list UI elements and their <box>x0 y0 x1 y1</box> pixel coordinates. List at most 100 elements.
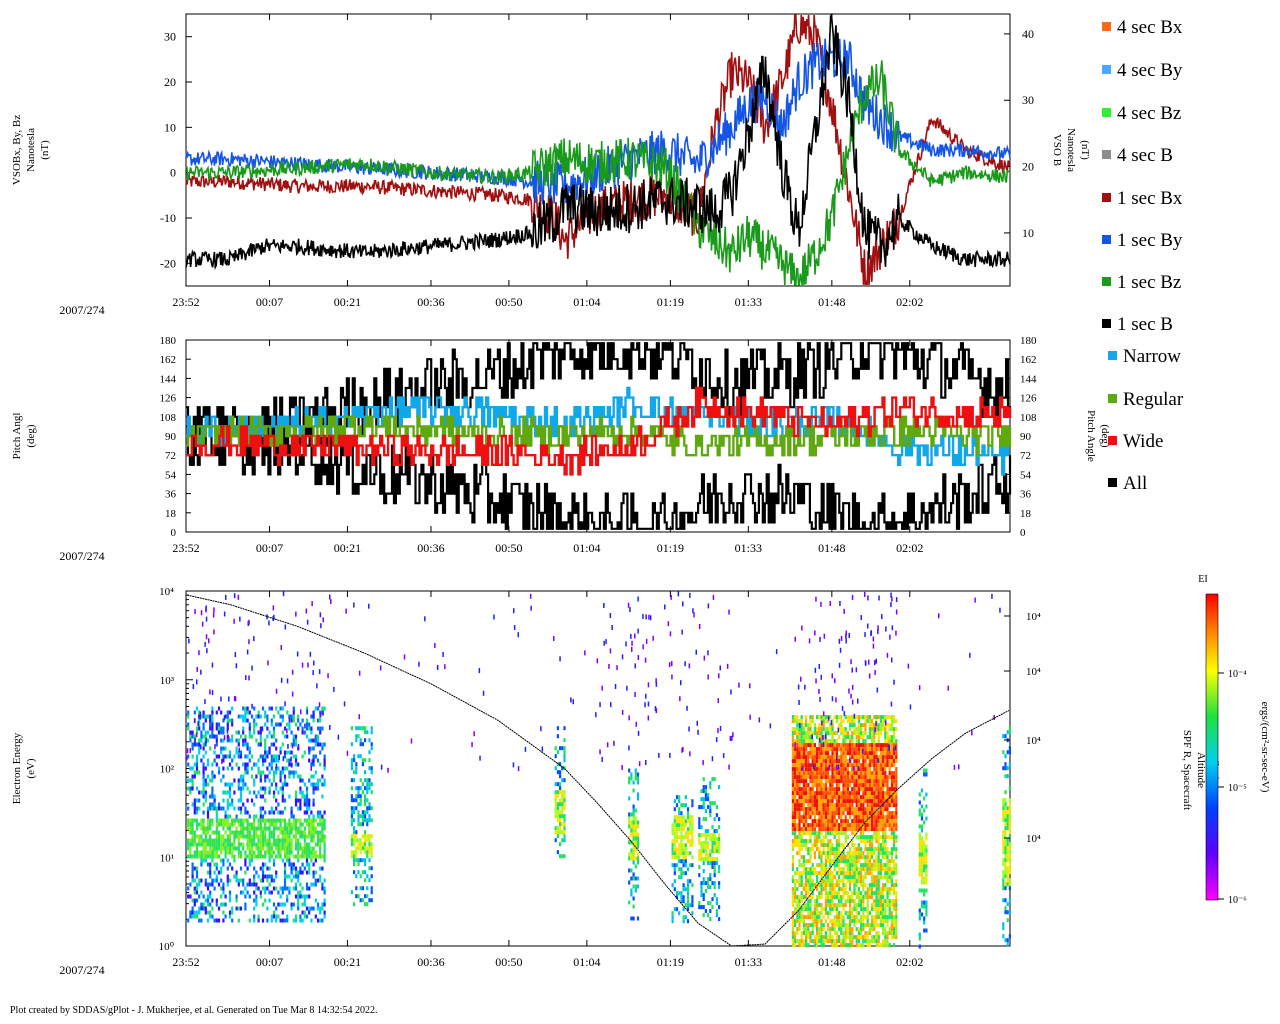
x-tick-label: 00:21 <box>334 541 361 555</box>
y-tick-label: 10³ <box>160 675 175 687</box>
x-tick-label: 23:52 <box>172 295 199 309</box>
y-tick-label: 0 <box>171 527 177 539</box>
x-tick-label: 00:36 <box>417 295 444 309</box>
x-tick-label: 02:02 <box>896 955 923 969</box>
y-tick-label: 20 <box>164 75 176 89</box>
x-tick-label: 01:19 <box>657 295 684 309</box>
y-tick-label: 0 <box>170 166 176 180</box>
x-tick-label: 02:02 <box>896 295 923 309</box>
legend-item-1-sec-bx: 1 sec Bx <box>1102 188 1182 210</box>
y-axis-label: (eV) <box>25 758 37 778</box>
x-tick-label: 01:33 <box>735 295 762 309</box>
date-label: 2007/274 <box>59 549 104 563</box>
y-tick-label: 108 <box>160 412 177 424</box>
altitude-curve <box>186 594 1010 947</box>
x-tick-label: 00:36 <box>417 955 444 969</box>
y-tick-label: 90 <box>165 431 177 443</box>
y-tick-label-right: 40 <box>1022 27 1034 41</box>
legend-item-1-sec-by: 1 sec By <box>1102 230 1182 252</box>
legend-label: 4 sec B <box>1117 145 1173 166</box>
x-tick-label: 00:07 <box>256 295 283 309</box>
y-tick-label: 126 <box>160 393 177 405</box>
y-axis-label: Nanotesla <box>25 128 37 172</box>
legend-item-4-sec-by: 4 sec By <box>1102 60 1182 82</box>
x-tick-label: 23:52 <box>172 955 199 969</box>
y-axis-label-right: Altitude <box>1195 752 1207 788</box>
legend-swatch <box>1108 394 1117 404</box>
legend-label: 1 sec Bz <box>1117 272 1182 293</box>
y-tick-label-right: 72 <box>1020 450 1031 462</box>
colorbar-tick-label: 10⁻⁵ <box>1228 783 1247 794</box>
x-tick-label: 01:04 <box>573 955 600 969</box>
legend-item-1-sec-b: 1 sec B <box>1102 314 1173 336</box>
colorbar <box>1205 593 1219 901</box>
legend-label: 1 sec B <box>1117 314 1173 335</box>
legend-label: Wide <box>1123 431 1164 452</box>
legend-label: All <box>1123 473 1148 494</box>
x-tick-label: 00:36 <box>417 541 444 555</box>
y-tick-label: 54 <box>165 469 177 481</box>
y-tick-label: -10 <box>160 211 176 225</box>
x-tick-label: 23:52 <box>172 541 199 555</box>
y-tick-label-right: 36 <box>1020 489 1032 501</box>
legend-item-wide: Wide <box>1108 431 1163 453</box>
y-tick-label: 36 <box>165 489 177 501</box>
legend-label: 4 sec Bz <box>1117 103 1182 124</box>
y-tick-label-right: 162 <box>1020 354 1037 366</box>
y-tick-label: 10⁰ <box>159 941 175 953</box>
x-tick-label: 01:04 <box>573 541 600 555</box>
x-tick-label: 01:48 <box>818 541 845 555</box>
y-tick-label-right: 20 <box>1022 160 1034 174</box>
y-tick-label: 10² <box>160 764 175 776</box>
y-tick-label: 144 <box>160 373 177 385</box>
y-tick-label: 162 <box>160 354 177 366</box>
y-tick-label-right: 108 <box>1020 412 1037 424</box>
y-tick-label: 10 <box>164 120 176 134</box>
y-axis-label-right: VSO B <box>1051 134 1063 166</box>
legend-label: 4 sec Bx <box>1117 17 1183 38</box>
y-tick-label-right: 10⁴ <box>1026 735 1041 747</box>
legend-swatch <box>1102 193 1111 203</box>
legend-item-4-sec-bz: 4 sec Bz <box>1102 103 1181 125</box>
legend-item-all: All <box>1108 473 1147 495</box>
legend-swatch <box>1102 22 1111 32</box>
y-axis-label-right: Pitch Angle <box>1085 410 1097 462</box>
y-tick-label: 10⁴ <box>159 586 174 598</box>
y-axis-label: VSOBx, By, Bz <box>11 115 23 185</box>
x-tick-label: 01:33 <box>735 541 762 555</box>
legend-swatch <box>1102 235 1111 245</box>
legend-item-narrow: Narrow <box>1108 346 1181 368</box>
x-tick-label: 00:07 <box>256 955 283 969</box>
pitch-series-wide <box>186 386 1012 476</box>
y-axis-label: (nT) <box>39 140 51 160</box>
y-tick-label: -20 <box>160 256 176 270</box>
colorbar-label: ergs/(cm²-sr-sec-eV) <box>1259 702 1271 793</box>
x-tick-label: 00:50 <box>495 295 522 309</box>
colorbar-tick-label: 10⁻⁴ <box>1228 669 1247 680</box>
legend-label: 4 sec By <box>1117 60 1183 81</box>
y-tick-label-right: 126 <box>1020 393 1037 405</box>
y-axis-label-right: (nT) <box>1079 140 1091 160</box>
y-tick-label-right: 18 <box>1020 508 1032 520</box>
legend-item-4-sec-bx: 4 sec Bx <box>1102 17 1182 39</box>
panel-1-frame <box>185 13 1011 287</box>
y-tick-label-right: 10 <box>1022 226 1034 240</box>
y-tick-label-right: 90 <box>1020 431 1032 443</box>
x-tick-label: 02:02 <box>896 541 923 555</box>
mag-series-1-sec-by <box>185 38 1011 205</box>
y-tick-label-right: 10⁴ <box>1026 611 1041 623</box>
legend-swatch <box>1108 436 1117 446</box>
spectrogram-cells <box>186 591 1011 949</box>
footer-credit: Plot created by SDDAS/gPlot - J. Mukherj… <box>10 1005 378 1016</box>
y-tick-label: 10¹ <box>160 852 174 864</box>
y-tick-label-right: 10⁴ <box>1026 666 1041 678</box>
y-axis-label-right: SPF R, Spacecraft <box>1181 730 1193 810</box>
y-tick-label-right: 0 <box>1020 527 1026 539</box>
legend-item-regular: Regular <box>1108 389 1183 411</box>
x-tick-label: 01:04 <box>573 295 600 309</box>
y-tick-label-right: 54 <box>1020 469 1032 481</box>
legend-swatch <box>1108 478 1117 488</box>
y-tick-label-right: 144 <box>1020 373 1037 385</box>
x-tick-label: 00:07 <box>256 541 283 555</box>
